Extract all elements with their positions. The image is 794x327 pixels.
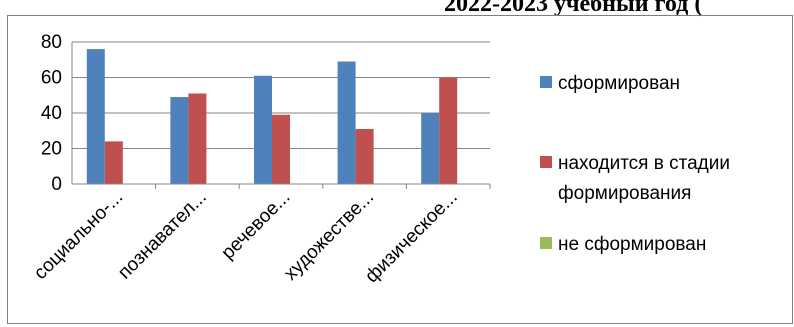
y-tick-label: 80 bbox=[41, 32, 62, 53]
bar-2-1 bbox=[104, 141, 123, 184]
y-tick-labels: 0 20 40 60 80 bbox=[41, 32, 62, 195]
legend-swatch-2 bbox=[540, 156, 552, 168]
bar-1-4 bbox=[337, 61, 356, 184]
document-title: 2022-2023 учебный год ( bbox=[444, 0, 703, 17]
bars bbox=[86, 49, 458, 184]
bar-2-5 bbox=[439, 77, 458, 184]
x-tick-label: речевое... bbox=[218, 187, 295, 264]
legend: сформирован находится в стадии формировани… bbox=[540, 73, 730, 255]
legend-label-2: находится в стадии формирования bbox=[558, 153, 730, 204]
bar-1-5 bbox=[421, 113, 440, 184]
chart-frame bbox=[7, 15, 793, 324]
legend-label-1: сформирован bbox=[558, 73, 680, 94]
gridlines bbox=[72, 41, 490, 149]
legend-swatch-3 bbox=[540, 237, 552, 249]
bar-1-2 bbox=[170, 97, 189, 184]
legend-label-3: не сформирован bbox=[558, 234, 706, 255]
y-tick-label: 60 bbox=[41, 68, 62, 89]
bar-2-4 bbox=[355, 128, 374, 184]
bar-2-3 bbox=[272, 114, 290, 184]
bar-1-1 bbox=[86, 49, 105, 184]
bar-2-2 bbox=[188, 93, 207, 184]
x-tick-label: социально-... bbox=[30, 187, 127, 284]
x-tick-labels: социально-...познавател... речевое...худо… bbox=[30, 187, 462, 287]
legend-swatch-1 bbox=[540, 76, 552, 88]
x-tick-label: познавател... bbox=[114, 187, 211, 284]
y-tick-label: 20 bbox=[41, 139, 62, 160]
bar-1-3 bbox=[254, 75, 272, 184]
y-tick-label: 0 bbox=[51, 174, 62, 195]
y-tick-label: 40 bbox=[41, 103, 62, 124]
axes bbox=[71, 42, 491, 189]
